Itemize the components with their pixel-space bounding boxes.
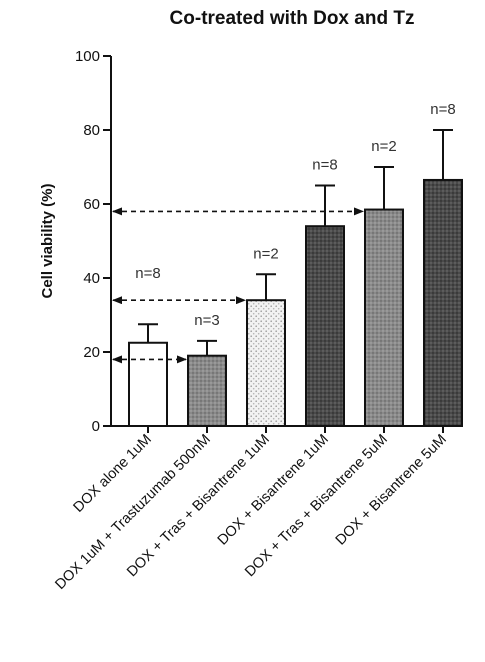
- y-tick-label: 80: [83, 122, 100, 139]
- bar: [128, 341, 168, 427]
- y-tick-label: 40: [83, 270, 100, 287]
- y-tick-label: 20: [83, 344, 100, 361]
- n-label: n=2: [371, 138, 396, 155]
- n-label: n=8: [430, 101, 455, 118]
- comparison-arrows-group: [112, 207, 364, 364]
- bar: [364, 208, 404, 427]
- y-tick-label: 60: [83, 196, 100, 213]
- n-label: n=3: [194, 312, 219, 329]
- bars-group: [128, 178, 463, 428]
- n-labels-group: n=8 n=3 n=2 n=8 n=2 n=8: [135, 101, 455, 329]
- y-axis-label: Cell viability (%): [39, 183, 56, 298]
- n-label: n=8: [135, 265, 160, 282]
- error-bars-group: [138, 129, 453, 356]
- y-ticks-group: 0 20 40 60 80 100: [75, 48, 111, 435]
- bar: [305, 225, 345, 427]
- bar: [246, 299, 286, 428]
- bar: [423, 178, 463, 427]
- n-label: n=8: [312, 157, 337, 174]
- y-tick-label: 100: [75, 48, 100, 65]
- n-label: n=2: [253, 245, 278, 262]
- bar: [187, 354, 227, 428]
- y-tick-label: 0: [92, 418, 100, 435]
- x-tick-label: DOX + Bisantrene 1uM: [215, 432, 332, 549]
- chart-title: Co-treated with Dox and Tz: [170, 8, 415, 29]
- x-tick-label: DOX + Bisantrene 5uM: [333, 432, 450, 549]
